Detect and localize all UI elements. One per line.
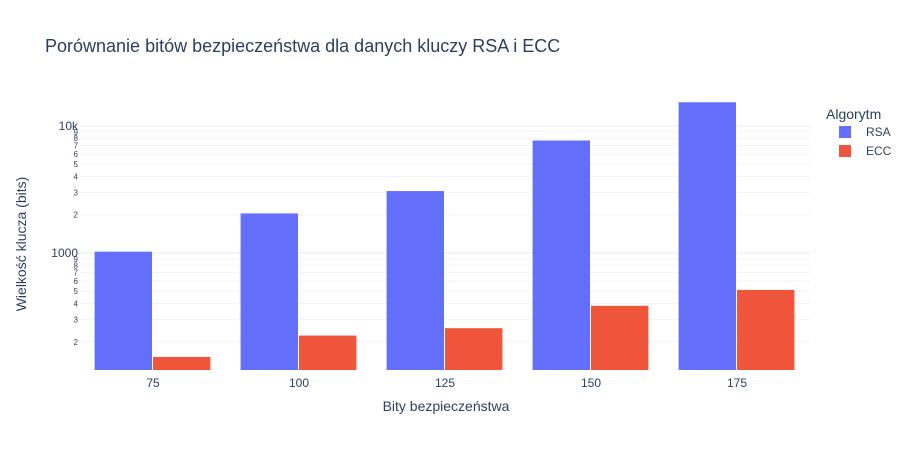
x-tick-label: 150	[581, 376, 601, 390]
chart-title: Porównanie bitów bezpieczeństwa dla dany…	[45, 36, 560, 56]
y-axis-title: Wielkość klucza (bits)	[13, 177, 29, 312]
y-tick-label: 7	[74, 142, 79, 151]
y-tick-label: 1000	[51, 246, 78, 260]
y-tick-label: 6	[74, 150, 79, 159]
y-tick-label: 3	[74, 188, 79, 197]
bar-rsa-150[interactable]	[532, 140, 590, 370]
bar-ecc-125[interactable]	[445, 328, 503, 370]
legend-swatch-rsa[interactable]	[839, 126, 851, 138]
y-tick-label: 10k	[59, 119, 79, 133]
y-tick-label: 3	[74, 315, 79, 324]
y-tick-label: 5	[74, 160, 79, 169]
x-axis-title: Bity bezpieczeństwa	[383, 398, 510, 414]
bar-rsa-100[interactable]	[240, 213, 298, 370]
legend-label-ecc[interactable]: ECC	[866, 144, 892, 158]
y-tick-label: 6	[74, 277, 79, 286]
y-tick-label: 9	[74, 255, 79, 264]
legend-label-rsa[interactable]: RSA	[866, 125, 891, 139]
bars	[94, 102, 795, 371]
y-tick-label: 8	[74, 261, 79, 270]
x-tick-labels: 75 100 125 150 175	[146, 376, 747, 390]
y-tick-label: 4	[74, 300, 79, 309]
x-tick-label: 75	[146, 376, 160, 390]
bar-ecc-75[interactable]	[153, 356, 211, 370]
x-tick-label: 125	[435, 376, 455, 390]
bar-rsa-175[interactable]	[678, 102, 736, 371]
y-tick-label: 7	[74, 269, 79, 278]
y-tick-label: 8	[74, 134, 79, 143]
legend[interactable]: Algorytm RSA ECC	[826, 106, 892, 158]
x-tick-label: 175	[727, 376, 747, 390]
y-tick-label: 5	[74, 287, 79, 296]
legend-title: Algorytm	[826, 106, 881, 122]
bar-ecc-100[interactable]	[299, 335, 357, 370]
y-tick-label: 4	[74, 172, 79, 181]
y-tick-label: 2	[74, 211, 79, 220]
y-tick-label: 2	[74, 338, 79, 347]
bar-ecc-175[interactable]	[737, 289, 795, 370]
legend-swatch-ecc[interactable]	[839, 145, 851, 157]
bar-rsa-125[interactable]	[386, 191, 444, 370]
bar-ecc-150[interactable]	[591, 305, 649, 370]
y-tick-label: 9	[74, 128, 79, 137]
x-tick-label: 100	[289, 376, 309, 390]
bar-rsa-75[interactable]	[94, 251, 152, 370]
